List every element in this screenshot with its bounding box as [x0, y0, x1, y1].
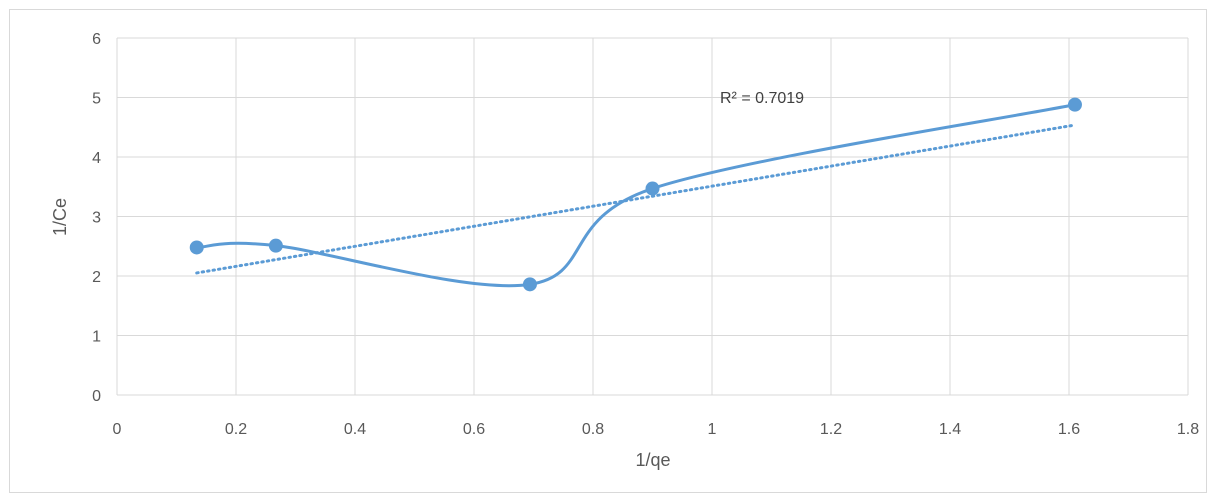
- data-point: [522, 277, 537, 292]
- x-tick-label: 1.2: [820, 421, 842, 438]
- data-point: [645, 181, 660, 196]
- y-tick-label: 2: [92, 269, 101, 286]
- y-axis-title: 1/Ce: [50, 198, 70, 236]
- x-tick-labels: 0 0.2 0.4 0.6 0.8 1 1.2 1.4 1.6 1.8: [113, 421, 1200, 438]
- x-tick-label: 0.4: [344, 421, 366, 438]
- data-point: [1067, 97, 1082, 112]
- series-group: [189, 97, 1082, 292]
- y-tick-label: 0: [92, 388, 101, 405]
- trendline-group: [195, 123, 1077, 275]
- x-tick-label: 0.8: [582, 421, 604, 438]
- y-tick-label: 1: [92, 329, 101, 346]
- y-tick-label: 4: [92, 150, 101, 167]
- x-tick-label: 0.6: [463, 421, 485, 438]
- y-tick-label: 5: [92, 91, 101, 108]
- gridlines: [116, 37, 1189, 396]
- x-tick-label: 1.8: [1177, 421, 1199, 438]
- x-tick-label: 1: [708, 421, 717, 438]
- y-tick-label: 6: [92, 31, 101, 48]
- chart-frame: [9, 9, 1207, 493]
- y-tick-labels: 0 1 2 3 4 5 6: [92, 31, 101, 405]
- series-line: [196, 103, 1076, 288]
- x-tick-label: 0: [113, 421, 122, 438]
- r-squared-label: R² = 0.7019: [720, 90, 804, 107]
- x-axis-title: 1/qe: [635, 450, 670, 470]
- data-point: [189, 240, 204, 255]
- data-point: [268, 238, 283, 253]
- x-tick-label: 1.4: [939, 421, 961, 438]
- y-tick-label: 3: [92, 210, 101, 227]
- trendline: [195, 123, 1077, 275]
- x-tick-label: 0.2: [225, 421, 247, 438]
- x-tick-label: 1.6: [1058, 421, 1080, 438]
